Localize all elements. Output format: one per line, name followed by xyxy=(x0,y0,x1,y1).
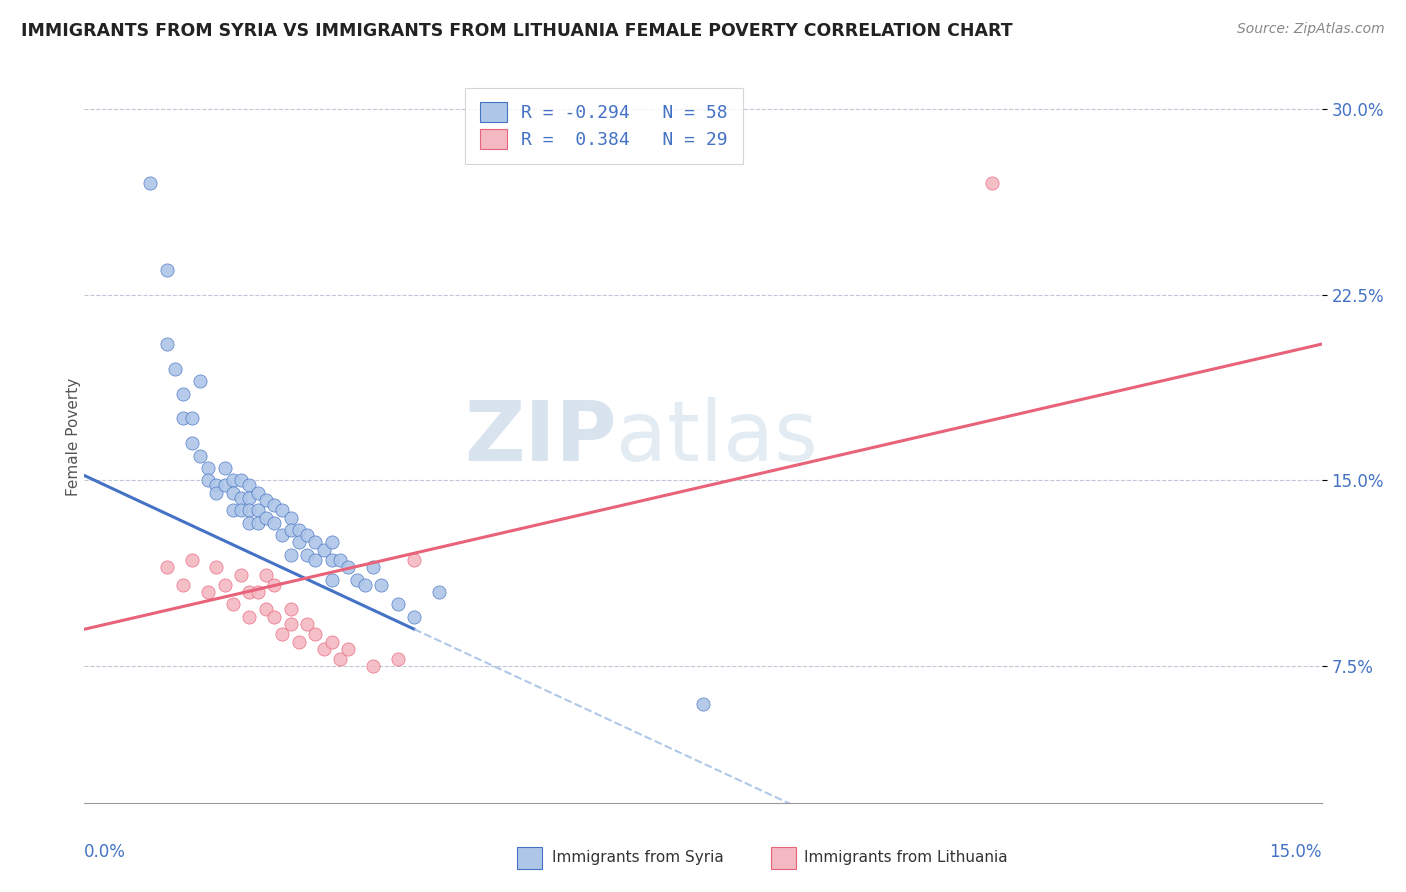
Point xyxy=(214,478,236,492)
Point xyxy=(295,528,318,542)
Point xyxy=(370,577,392,591)
Point xyxy=(304,627,326,641)
Point xyxy=(172,386,194,401)
Point xyxy=(172,411,194,425)
Point xyxy=(205,560,228,574)
Point xyxy=(980,176,1002,190)
Point xyxy=(280,510,302,524)
Point xyxy=(692,697,714,711)
Point xyxy=(139,176,162,190)
Text: Immigrants from Lithuania: Immigrants from Lithuania xyxy=(804,850,1008,865)
Point xyxy=(238,503,260,517)
Point xyxy=(222,486,245,500)
Point xyxy=(172,577,194,591)
Point xyxy=(229,503,252,517)
Point xyxy=(238,491,260,505)
Point xyxy=(321,535,343,549)
Point xyxy=(254,567,277,582)
Point xyxy=(263,516,285,530)
Point xyxy=(312,542,335,557)
Point xyxy=(280,548,302,562)
Point xyxy=(156,262,179,277)
Point xyxy=(238,516,260,530)
Point xyxy=(180,411,202,425)
Y-axis label: Female Poverty: Female Poverty xyxy=(66,378,80,496)
Point xyxy=(214,577,236,591)
Point xyxy=(188,374,211,388)
Point xyxy=(229,474,252,488)
Point xyxy=(229,567,252,582)
Point xyxy=(271,503,294,517)
Point xyxy=(271,627,294,641)
Point xyxy=(387,652,409,666)
Point xyxy=(180,436,202,450)
Point xyxy=(263,610,285,624)
Text: 0.0%: 0.0% xyxy=(84,843,127,861)
Point xyxy=(337,560,360,574)
Point xyxy=(387,598,409,612)
Point xyxy=(156,560,179,574)
Legend: R = -0.294   N = 58, R =  0.384   N = 29: R = -0.294 N = 58, R = 0.384 N = 29 xyxy=(465,87,742,163)
Point xyxy=(404,610,426,624)
Point xyxy=(197,585,219,599)
Point xyxy=(312,642,335,657)
Point xyxy=(304,553,326,567)
Point xyxy=(346,573,368,587)
Point xyxy=(238,610,260,624)
Point xyxy=(197,461,219,475)
Text: 15.0%: 15.0% xyxy=(1270,843,1322,861)
Point xyxy=(271,528,294,542)
Point xyxy=(222,503,245,517)
Point xyxy=(246,503,269,517)
Point xyxy=(404,553,426,567)
Point xyxy=(222,598,245,612)
Point xyxy=(165,362,187,376)
Point xyxy=(229,491,252,505)
Point xyxy=(353,577,375,591)
Point xyxy=(238,585,260,599)
Text: IMMIGRANTS FROM SYRIA VS IMMIGRANTS FROM LITHUANIA FEMALE POVERTY CORRELATION CH: IMMIGRANTS FROM SYRIA VS IMMIGRANTS FROM… xyxy=(21,22,1012,40)
Point xyxy=(238,478,260,492)
Text: Source: ZipAtlas.com: Source: ZipAtlas.com xyxy=(1237,22,1385,37)
Point xyxy=(321,634,343,648)
Point xyxy=(288,523,311,537)
Point xyxy=(280,523,302,537)
Point xyxy=(254,493,277,508)
FancyBboxPatch shape xyxy=(770,847,796,869)
Point xyxy=(197,474,219,488)
Point xyxy=(295,548,318,562)
Point xyxy=(246,516,269,530)
Point xyxy=(288,634,311,648)
Point xyxy=(427,585,450,599)
Point xyxy=(263,498,285,512)
Point xyxy=(246,486,269,500)
Point xyxy=(361,659,384,673)
Point xyxy=(288,535,311,549)
Point xyxy=(321,553,343,567)
Point xyxy=(295,617,318,632)
Point xyxy=(214,461,236,475)
Point xyxy=(205,478,228,492)
Point xyxy=(180,553,202,567)
Text: Immigrants from Syria: Immigrants from Syria xyxy=(553,850,724,865)
Point xyxy=(321,573,343,587)
Point xyxy=(361,560,384,574)
Point xyxy=(156,337,179,351)
Point xyxy=(188,449,211,463)
Point xyxy=(246,585,269,599)
Text: ZIP: ZIP xyxy=(464,397,616,477)
FancyBboxPatch shape xyxy=(517,847,543,869)
Point xyxy=(222,474,245,488)
Text: atlas: atlas xyxy=(616,397,818,477)
Point xyxy=(329,553,352,567)
Point xyxy=(205,486,228,500)
Point xyxy=(280,617,302,632)
Point xyxy=(337,642,360,657)
Point xyxy=(263,577,285,591)
Point xyxy=(280,602,302,616)
Point xyxy=(304,535,326,549)
Point xyxy=(329,652,352,666)
Point xyxy=(254,602,277,616)
Point xyxy=(254,510,277,524)
